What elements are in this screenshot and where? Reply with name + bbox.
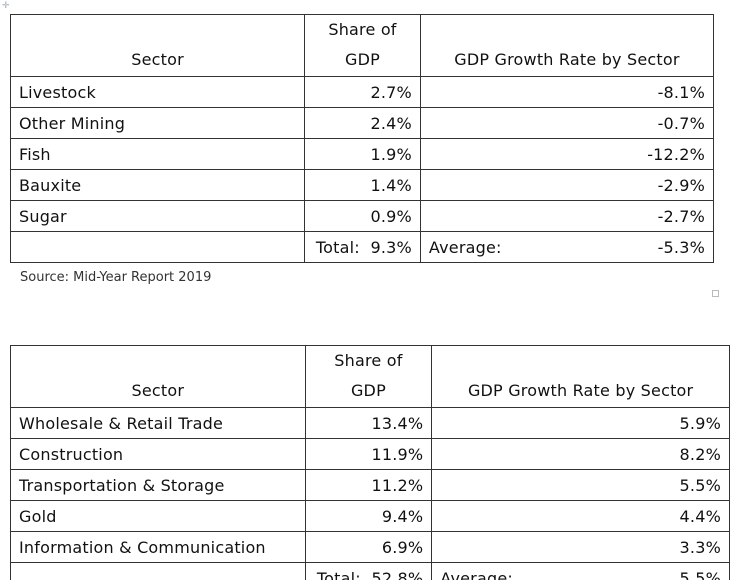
share-header: Share of GDP	[304, 14, 421, 77]
table-row: Sugar 0.9% -2.7%	[9, 200, 715, 232]
share-cell: 0.9%	[304, 200, 421, 232]
total-blank-cell	[10, 562, 306, 580]
average-label: Average:	[440, 568, 513, 580]
growth-cell: -12.2%	[419, 138, 715, 170]
sector-cell: Construction	[10, 438, 306, 470]
sector-cell: Gold	[10, 500, 306, 532]
share-header-line1: Share of	[328, 20, 397, 39]
table-move-handle-icon[interactable]: ✛	[2, 1, 10, 11]
gdp-decline-table: Sector Share of GDP GDP Growth Rate by S…	[9, 14, 715, 263]
share-header-line2: GDP	[350, 381, 386, 400]
sector-header: Sector	[10, 345, 306, 408]
growth-cell: -0.7%	[419, 107, 715, 139]
growth-cell: -8.1%	[419, 76, 715, 108]
average-value: 5.5%	[679, 568, 721, 580]
table-row: Information & Communication 6.9% 3.3%	[10, 531, 730, 563]
table-row: Transportation & Storage 11.2% 5.5%	[10, 469, 730, 501]
share-cell: 13.4%	[304, 407, 433, 439]
total-value: 9.3%	[370, 237, 412, 257]
total-blank-cell	[9, 231, 306, 263]
table-row: Other Mining 2.4% -0.7%	[9, 107, 715, 139]
total-label: Total:	[316, 568, 361, 580]
total-cell: Total: 9.3%	[304, 231, 421, 263]
growth-header: GDP Growth Rate by Sector	[431, 345, 730, 408]
average-value: -5.3%	[657, 237, 705, 257]
share-header-line2: GDP	[345, 50, 380, 69]
average-cell: Average: -5.3%	[419, 231, 715, 263]
table-row: Livestock 2.7% -8.1%	[9, 76, 715, 108]
total-row: Total: 52.8% Average: 5.5%	[10, 562, 730, 580]
sector-cell: Other Mining	[9, 107, 306, 139]
growth-cell: 8.2%	[431, 438, 730, 470]
share-cell: 2.7%	[304, 76, 421, 108]
share-cell: 6.9%	[304, 531, 433, 563]
growth-cell: 4.4%	[431, 500, 730, 532]
sector-cell: Information & Communication	[10, 531, 306, 563]
share-cell: 1.4%	[304, 169, 421, 201]
header-row: Sector Share of GDP GDP Growth Rate by S…	[9, 14, 715, 77]
growth-cell: 3.3%	[431, 531, 730, 563]
sector-cell: Bauxite	[9, 169, 306, 201]
total-row: Total: 9.3% Average: -5.3%	[9, 231, 715, 263]
header-row: Sector Share of GDP GDP Growth Rate by S…	[10, 345, 730, 408]
sector-cell: Sugar	[9, 200, 306, 232]
paragraph-mark-box	[712, 290, 719, 297]
sector-cell: Livestock	[9, 76, 306, 108]
average-cell: Average: 5.5%	[431, 562, 730, 580]
growth-cell: -2.9%	[419, 169, 715, 201]
share-cell: 1.9%	[304, 138, 421, 170]
growth-cell: 5.9%	[431, 407, 730, 439]
share-cell: 11.2%	[304, 469, 433, 501]
table-row: Bauxite 1.4% -2.9%	[9, 169, 715, 201]
share-header: Share of GDP	[304, 345, 433, 408]
gdp-growth-table: Sector Share of GDP GDP Growth Rate by S…	[10, 345, 730, 580]
share-cell: 2.4%	[304, 107, 421, 139]
share-header-line1: Share of	[334, 351, 403, 370]
share-cell: 11.9%	[304, 438, 433, 470]
source-note: Source: Mid-Year Report 2019	[20, 270, 212, 285]
table-row: Fish 1.9% -12.2%	[9, 138, 715, 170]
sector-cell: Transportation & Storage	[10, 469, 306, 501]
table-row: Construction 11.9% 8.2%	[10, 438, 730, 470]
sector-cell: Fish	[9, 138, 306, 170]
table-row: Wholesale & Retail Trade 13.4% 5.9%	[10, 407, 730, 439]
total-label: Total:	[315, 237, 360, 257]
sector-header: Sector	[9, 14, 306, 77]
average-label: Average:	[428, 237, 502, 257]
growth-cell: 5.5%	[431, 469, 730, 501]
total-value: 52.8%	[371, 568, 424, 580]
table-row: Gold 9.4% 4.4%	[10, 500, 730, 532]
share-cell: 9.4%	[304, 500, 433, 532]
sector-cell: Wholesale & Retail Trade	[10, 407, 306, 439]
growth-cell: -2.7%	[419, 200, 715, 232]
growth-header: GDP Growth Rate by Sector	[419, 14, 715, 77]
total-cell: Total: 52.8%	[304, 562, 433, 580]
